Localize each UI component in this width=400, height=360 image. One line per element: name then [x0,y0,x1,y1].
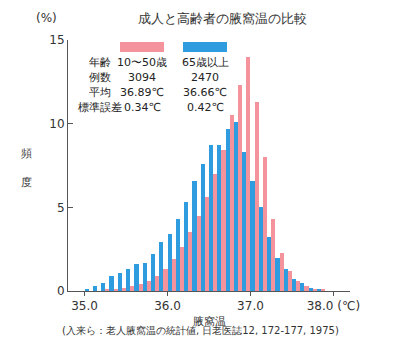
svg-text:2470: 2470 [191,71,219,84]
svg-text:38.0 (℃): 38.0 (℃) [307,299,360,313]
svg-text:36.89℃: 36.89℃ [120,86,164,99]
svg-text:平均: 平均 [89,86,111,99]
svg-text:15: 15 [49,33,64,47]
svg-text:3094: 3094 [128,71,156,84]
svg-text:5: 5 [57,201,65,215]
svg-text:0: 0 [57,284,65,298]
svg-text:35.0: 35.0 [71,299,98,313]
svg-text:標準誤差: 標準誤差 [78,101,122,114]
svg-text:(%): (%) [36,11,57,25]
svg-text:年齢: 年齢 [89,56,111,69]
svg-text:10: 10 [49,117,64,131]
svg-text:0.34℃: 0.34℃ [124,101,161,114]
svg-text:頻度: 頻度 [21,147,32,189]
svg-text:37.0: 37.0 [237,299,264,313]
svg-text:例数: 例数 [89,71,111,84]
svg-text:腋窩温: 腋窩温 [193,315,226,328]
svg-text:36.0: 36.0 [154,299,181,313]
svg-text:10〜50歳: 10〜50歳 [117,56,167,69]
svg-text:65歳以上: 65歳以上 [182,56,229,69]
svg-text:(入来ら：老人腋窩温の統計値, 日老医誌12, 172-17: (入来ら：老人腋窩温の統計値, 日老医誌12, 172-177, 1975) [62,325,339,336]
svg-text:0.42℃: 0.42℃ [187,101,224,114]
svg-text:成人と高齢者の腋窩温の比較: 成人と高齢者の腋窩温の比較 [138,11,307,26]
svg-text:36.66℃: 36.66℃ [183,86,227,99]
